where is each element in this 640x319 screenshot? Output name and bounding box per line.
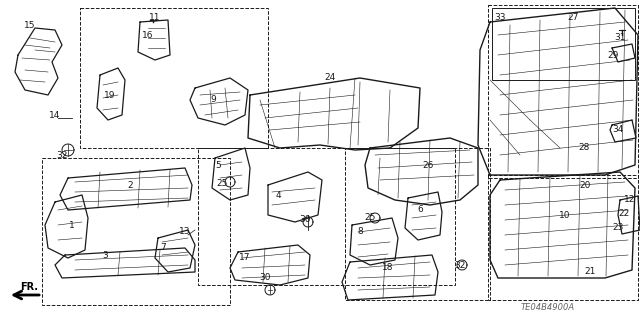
Text: 11: 11 <box>149 13 161 23</box>
Text: 3: 3 <box>102 250 108 259</box>
Text: 14: 14 <box>49 110 61 120</box>
Text: FR.: FR. <box>20 282 38 292</box>
Text: 23: 23 <box>612 224 624 233</box>
Bar <box>488 5 638 178</box>
Text: 5: 5 <box>215 160 221 169</box>
Text: 7: 7 <box>160 243 166 253</box>
Text: 30: 30 <box>259 273 271 283</box>
Text: 8: 8 <box>357 227 363 236</box>
Text: 17: 17 <box>239 254 251 263</box>
Text: 27: 27 <box>567 13 579 23</box>
Text: TE04B4900A: TE04B4900A <box>521 303 575 313</box>
Text: 28: 28 <box>579 144 589 152</box>
Text: 12: 12 <box>624 196 636 204</box>
Text: 21: 21 <box>584 268 596 277</box>
Text: 9: 9 <box>210 95 216 105</box>
Text: 4: 4 <box>275 190 281 199</box>
Text: 26: 26 <box>422 160 434 169</box>
Text: 13: 13 <box>179 227 191 236</box>
Text: 1: 1 <box>69 220 75 229</box>
Text: 25: 25 <box>216 179 228 188</box>
Bar <box>198 148 455 285</box>
Text: 16: 16 <box>142 31 154 40</box>
Text: 18: 18 <box>382 263 394 272</box>
Bar <box>488 175 638 300</box>
Text: 30: 30 <box>300 216 311 225</box>
Text: 19: 19 <box>104 91 116 100</box>
Text: 6: 6 <box>417 205 423 214</box>
Bar <box>80 8 268 148</box>
Text: 10: 10 <box>559 211 571 219</box>
Text: 29: 29 <box>607 50 619 60</box>
Bar <box>492 8 635 80</box>
Text: 20: 20 <box>579 181 591 189</box>
Text: 31: 31 <box>614 33 626 42</box>
Text: 32: 32 <box>56 151 68 160</box>
Text: 15: 15 <box>24 20 36 29</box>
Text: 2: 2 <box>127 181 133 189</box>
Text: 33: 33 <box>494 13 506 23</box>
Text: 22: 22 <box>618 209 630 218</box>
Bar <box>345 148 490 300</box>
Text: 24: 24 <box>324 73 335 83</box>
Text: 25: 25 <box>364 213 376 222</box>
Bar <box>42 158 230 305</box>
Text: 34: 34 <box>612 125 624 135</box>
Text: 32: 32 <box>454 261 466 270</box>
